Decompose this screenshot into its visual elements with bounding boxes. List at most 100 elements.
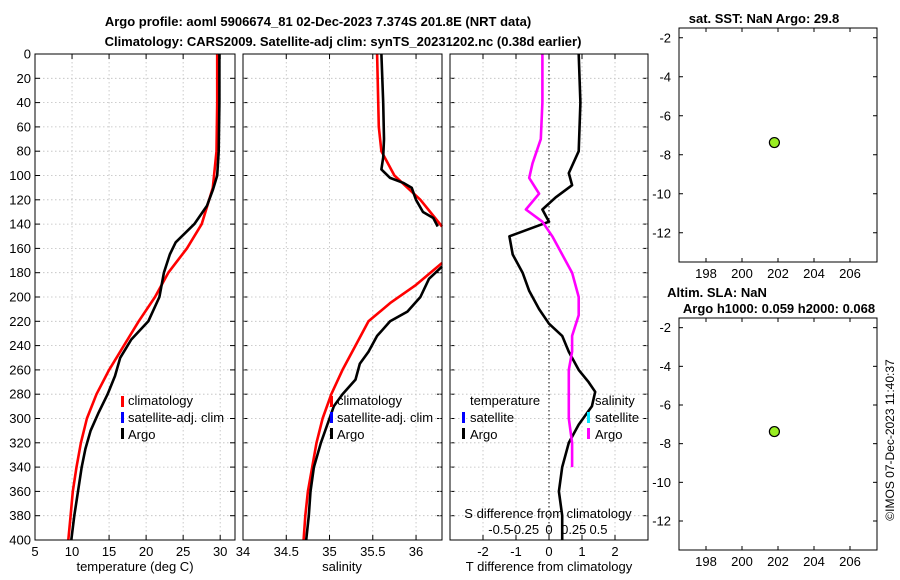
series-line-climatology bbox=[67, 54, 219, 541]
x-tick-label: 1 bbox=[578, 544, 585, 559]
lon-tick-label: 202 bbox=[767, 554, 789, 569]
legend-climatology-label: climatology bbox=[128, 393, 194, 408]
depth-tick-label: 400 bbox=[9, 533, 31, 548]
sla-title-line2: Argo h1000: 0.059 h2000: 0.068 bbox=[683, 301, 875, 316]
salinity-legend: climatology satellite-adj. clim Argo bbox=[330, 393, 433, 442]
x-tick-label: 15 bbox=[102, 544, 116, 559]
series-line-argo bbox=[380, 53, 439, 228]
lon-tick-label: 204 bbox=[803, 554, 825, 569]
depth-tick-label: 20 bbox=[17, 71, 31, 86]
lat-tick-label: -6 bbox=[659, 398, 671, 413]
depth-tick-label: 140 bbox=[9, 217, 31, 232]
s-diff-tick-label: -0.5 bbox=[488, 522, 510, 537]
series-line-s-argo-clim bbox=[524, 54, 581, 468]
lat-tick-label: -2 bbox=[659, 30, 671, 45]
x-tick-label: 10 bbox=[65, 544, 79, 559]
legend-swatch-satellite bbox=[330, 412, 333, 423]
difference-legend-left: temperature satellite Argo bbox=[462, 393, 540, 442]
legend-swatch-climatology bbox=[330, 396, 333, 407]
x-tick-label: 36 bbox=[409, 544, 423, 559]
depth-tick-label: 200 bbox=[9, 290, 31, 305]
depth-tick-label: 320 bbox=[9, 435, 31, 450]
depth-tick-label: 220 bbox=[9, 314, 31, 329]
lon-tick-label: 200 bbox=[731, 266, 753, 281]
depth-tick-label: 240 bbox=[9, 338, 31, 353]
legend-swatch-argo bbox=[462, 428, 465, 439]
lat-tick-label: -12 bbox=[652, 225, 671, 240]
legend-swatch-argo bbox=[121, 428, 124, 439]
depth-tick-label: 180 bbox=[9, 265, 31, 280]
legend-salinity-heading: salinity bbox=[595, 393, 635, 408]
lat-tick-label: -2 bbox=[659, 320, 671, 335]
legend-temperature-heading: temperature bbox=[470, 393, 540, 408]
sla-panel: Altim. SLA: NaN Argo h1000: 0.059 h2000:… bbox=[652, 285, 878, 569]
s-diff-tick-label: 0.5 bbox=[589, 522, 607, 537]
x-tick-label: 20 bbox=[139, 544, 153, 559]
legend-satellite-label: satellite-adj. clim bbox=[337, 410, 433, 425]
sst-panel: sat. SST: NaN Argo: 29.8 198 200 202 204 206… bbox=[652, 11, 878, 281]
imos-timestamp: ©IMOS 07-Dec-2023 11:40:37 bbox=[883, 359, 897, 521]
x-tick-label: 34.5 bbox=[274, 544, 299, 559]
x-tick-label: 35.5 bbox=[360, 544, 385, 559]
figure-title-line2: Climatology: CARS2009. Satellite-adj cli… bbox=[105, 34, 582, 49]
lat-tick-label: -8 bbox=[659, 147, 671, 162]
salinity-panel: 34 34.5 35 35.5 36 salinity climatology sate… bbox=[236, 53, 444, 574]
depth-tick-label: 40 bbox=[17, 95, 31, 110]
depth-tick-label: 380 bbox=[9, 508, 31, 523]
depth-tick-label: 120 bbox=[9, 192, 31, 207]
legend-swatch-sal-argo bbox=[587, 428, 590, 439]
sst-argo-location-marker bbox=[768, 136, 781, 149]
x-tick-label: 25 bbox=[176, 544, 190, 559]
depth-tick-label: 280 bbox=[9, 387, 31, 402]
legend-climatology-label: climatology bbox=[337, 393, 403, 408]
lat-tick-label: -10 bbox=[652, 186, 671, 201]
depth-tick-label: 80 bbox=[17, 144, 31, 159]
lat-tick-label: -6 bbox=[659, 108, 671, 123]
t-difference-xlabel: T difference from climatology bbox=[466, 559, 633, 574]
legend-sal-satellite-label: satellite bbox=[595, 410, 639, 425]
legend-swatch-sal-satellite bbox=[587, 412, 590, 423]
legend-argo-label: Argo bbox=[337, 427, 364, 442]
x-tick-label: 30 bbox=[213, 544, 227, 559]
legend-satellite-label: satellite-adj. clim bbox=[128, 410, 224, 425]
depth-tick-label: 300 bbox=[9, 411, 31, 426]
legend-swatch-satellite bbox=[121, 412, 124, 423]
x-tick-label: 0 bbox=[545, 544, 552, 559]
lat-tick-label: -4 bbox=[659, 69, 671, 84]
s-diff-tick-label: 0.25 bbox=[561, 522, 586, 537]
lat-tick-label: -10 bbox=[652, 475, 671, 490]
sst-title: sat. SST: NaN Argo: 29.8 bbox=[689, 11, 840, 26]
lon-tick-label: 202 bbox=[767, 266, 789, 281]
series-line-argo bbox=[70, 54, 221, 541]
x-tick-label: -1 bbox=[510, 544, 522, 559]
lat-tick-label: -4 bbox=[659, 359, 671, 374]
legend-swatch-climatology bbox=[121, 396, 124, 407]
figure-title-line1: Argo profile: aoml 5906674_81 02-Dec-202… bbox=[105, 14, 531, 29]
x-tick-label: 2 bbox=[611, 544, 618, 559]
lat-tick-label: -12 bbox=[652, 514, 671, 529]
depth-tick-label: 260 bbox=[9, 362, 31, 377]
x-tick-label: 34 bbox=[236, 544, 250, 559]
legend-satellite-label: satellite bbox=[470, 410, 514, 425]
temperature-legend: climatology satellite-adj. clim Argo bbox=[121, 393, 224, 442]
legend-swatch-argo bbox=[330, 428, 333, 439]
legend-sal-argo-label: Argo bbox=[595, 427, 622, 442]
sla-argo-location-marker bbox=[768, 425, 781, 438]
legend-swatch-satellite bbox=[462, 412, 465, 423]
depth-tick-label: 0 bbox=[24, 47, 31, 62]
series-line-argo bbox=[304, 265, 443, 541]
temperature-xlabel: temperature (deg C) bbox=[76, 559, 193, 574]
lon-tick-label: 200 bbox=[731, 554, 753, 569]
s-difference-label: S difference from climatology bbox=[464, 506, 632, 521]
depth-tick-label: 340 bbox=[9, 460, 31, 475]
lon-tick-label: 198 bbox=[695, 554, 717, 569]
depth-tick-label: 100 bbox=[9, 168, 31, 183]
difference-panel: -2 -1 0 1 2 -0.5-0.25 0 0.25 0.5 S difference f… bbox=[449, 53, 649, 574]
depth-tick-label: 360 bbox=[9, 484, 31, 499]
salinity-xlabel: salinity bbox=[322, 559, 362, 574]
lon-tick-label: 206 bbox=[839, 554, 861, 569]
lat-tick-label: -8 bbox=[659, 436, 671, 451]
x-tick-label: 5 bbox=[31, 544, 38, 559]
difference-legend-right: salinity satellite Argo bbox=[587, 393, 639, 442]
